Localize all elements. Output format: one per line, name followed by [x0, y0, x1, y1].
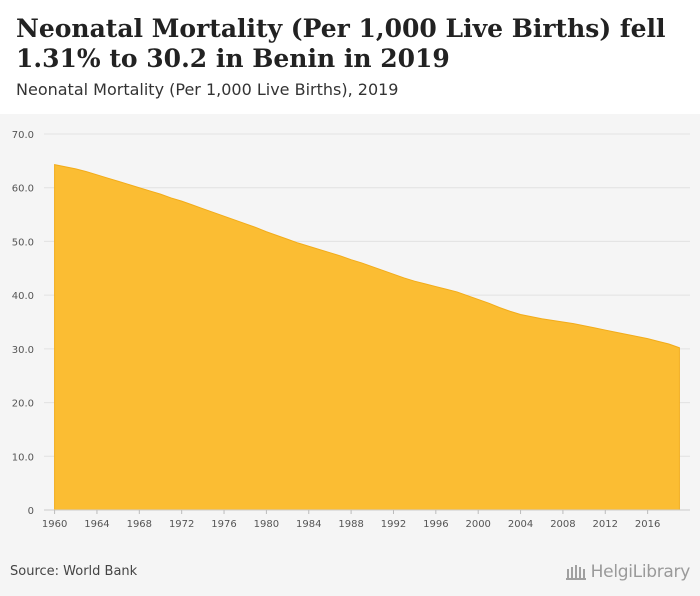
x-tick-label: 1980: [254, 519, 279, 530]
x-tick-label: 1960: [42, 519, 67, 530]
y-tick-label: 40.0: [12, 291, 34, 302]
y-tick-label: 50.0: [12, 237, 34, 248]
x-tick-label: 1992: [381, 519, 406, 530]
x-tick-label: 2016: [635, 519, 660, 530]
y-tick-label: 60.0: [12, 184, 34, 195]
x-tick-label: 1976: [211, 519, 236, 530]
x-tick-label: 1968: [127, 519, 152, 530]
x-tick-label: 1984: [296, 519, 321, 530]
x-tick-label: 1964: [84, 519, 109, 530]
y-tick-label: 70.0: [12, 130, 34, 141]
source-note: Source: World Bank: [10, 564, 138, 579]
chart-subtitle: Neonatal Mortality (Per 1,000 Live Birth…: [16, 80, 399, 99]
x-tick-label: 2012: [593, 519, 618, 530]
x-tick-label: 1972: [169, 519, 194, 530]
y-tick-label: 0: [28, 506, 34, 517]
chart-title: Neonatal Mortality (Per 1,000 Live Birth…: [16, 14, 666, 73]
y-tick-label: 30.0: [12, 345, 34, 356]
area-series: [54, 164, 680, 511]
area-chart: 0 10.0 20.0 30.0 40.0 50.0 60.0 70.0 1960 1964 196…: [12, 130, 690, 530]
x-tick-label: 2008: [550, 519, 575, 530]
helgi-library-logo[interactable]: HelgiLibrary: [565, 560, 690, 584]
x-tick-label: 1988: [338, 519, 363, 530]
y-tick-label: 10.0: [12, 452, 34, 463]
x-tick-label: 2000: [465, 519, 490, 530]
y-tick-label: 20.0: [12, 399, 34, 410]
library-icon: [565, 565, 586, 580]
logo-text: HelgiLibrary: [590, 562, 691, 582]
chart-footer: Source: World Bank HelgiLibrary: [0, 550, 700, 596]
chart-header: Neonatal Mortality (Per 1,000 Live Birth…: [0, 0, 700, 114]
x-tick-label: 2004: [508, 519, 533, 530]
x-tick-label: 1996: [423, 519, 448, 530]
